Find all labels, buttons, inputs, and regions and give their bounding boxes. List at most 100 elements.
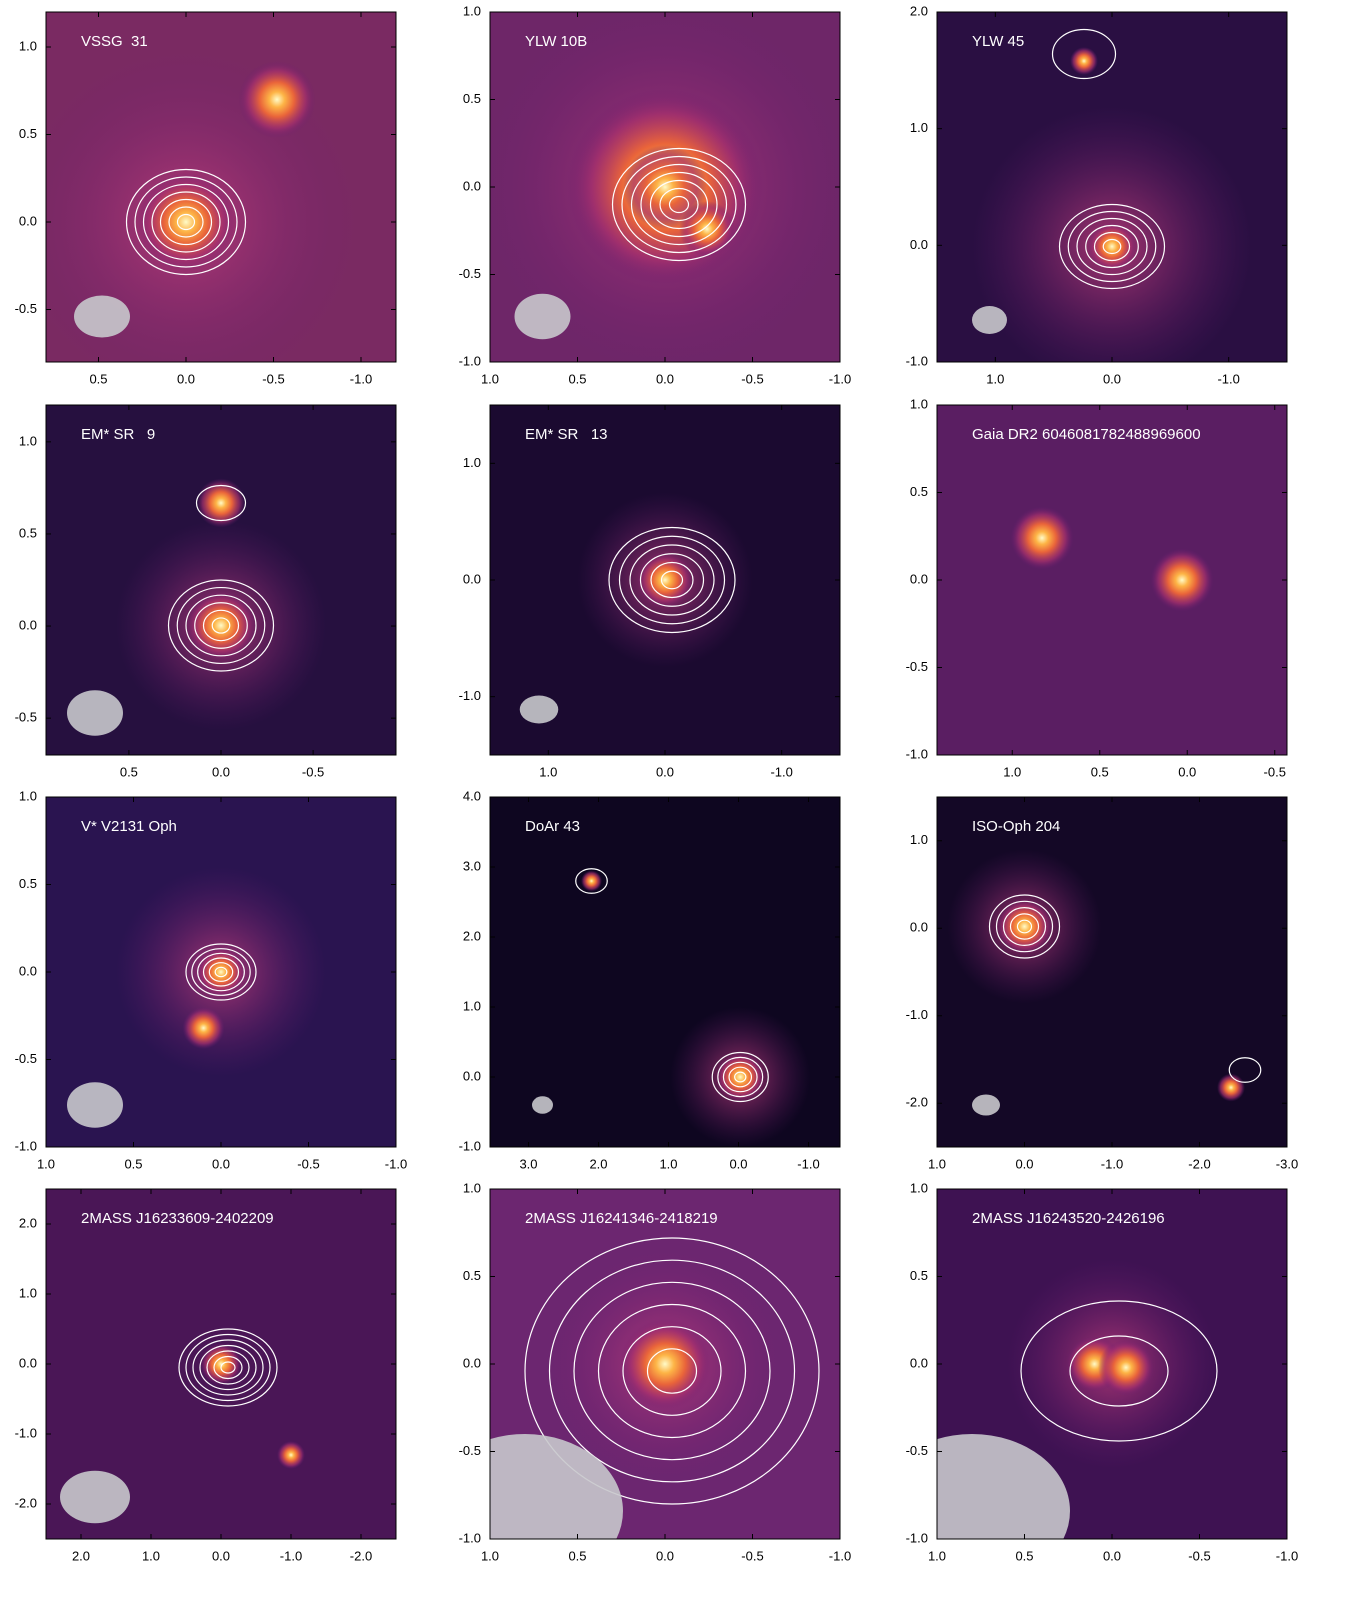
y-tick-label: -1.0	[459, 353, 481, 368]
x-tick-label: 1.0	[1003, 764, 1021, 779]
y-tick-label: 0.0	[19, 213, 37, 228]
source	[196, 947, 246, 997]
source	[996, 898, 1053, 955]
x-tick-label: 2.0	[72, 1548, 90, 1563]
x-tick-label: 0.0	[212, 764, 230, 779]
image	[937, 1189, 1287, 1539]
y-tick-label: -1.0	[459, 1138, 481, 1153]
contour	[524, 1237, 820, 1505]
contour	[597, 1303, 747, 1439]
x-tick-label: 0.0	[656, 764, 674, 779]
x-tick-label: 0.0	[656, 371, 674, 386]
beam	[972, 1094, 1000, 1116]
y-tick-label: 1.0	[463, 3, 481, 18]
contour	[630, 163, 728, 246]
x-tick-label: 1.0	[539, 764, 557, 779]
contour	[168, 206, 204, 238]
image	[937, 405, 1287, 755]
panel-title: 2MASS J16233609-2402209	[81, 1210, 274, 1227]
x-tick-label: 0.5	[120, 764, 138, 779]
x-tick-label: -0.5	[297, 1156, 319, 1171]
panel-title: VSSG 31	[81, 33, 148, 50]
y-tick-label: 1.0	[19, 1285, 37, 1300]
contour	[608, 526, 736, 634]
contour	[575, 868, 608, 894]
x-tick-label: 3.0	[519, 1156, 537, 1171]
x-tick-label: -1.0	[829, 1548, 851, 1563]
source	[1010, 506, 1074, 570]
contour	[125, 168, 247, 276]
source	[581, 870, 602, 892]
panel: V* V2131 Oph 1.0 0.5 0.0 -0.5 -1.0 -1.0 -0.5 0.0…	[15, 788, 408, 1171]
x-tick-label: -2.0	[1188, 1156, 1210, 1171]
contour	[185, 594, 257, 657]
x-tick-label: 1.0	[37, 1156, 55, 1171]
x-tick-label: -1.0	[1217, 371, 1239, 386]
y-tick-label: 0.0	[463, 1068, 481, 1083]
source	[196, 478, 246, 528]
y-tick-label: -0.5	[906, 659, 928, 674]
y-tick-label: 1.0	[463, 455, 481, 470]
source	[186, 590, 256, 661]
contour	[211, 617, 231, 634]
panel-title: 2MASS J16241346-2418219	[525, 1210, 718, 1227]
y-tick-label: 0.5	[463, 91, 481, 106]
contour	[220, 1361, 236, 1374]
source	[200, 1343, 242, 1385]
contour	[1076, 217, 1148, 276]
contour	[208, 962, 234, 982]
contour	[159, 198, 213, 246]
y-tick-label: 0.0	[19, 1355, 37, 1370]
x-tick-label: -0.5	[302, 764, 324, 779]
contour	[191, 948, 251, 996]
y-tick-label: -0.5	[459, 1443, 481, 1458]
contour	[1009, 913, 1040, 940]
x-tick-label: 1.0	[928, 1548, 946, 1563]
contour	[649, 179, 709, 230]
panel-title: YLW 45	[972, 33, 1024, 50]
image	[937, 12, 1287, 362]
contour	[711, 1051, 769, 1103]
y-tick-label: -1.0	[15, 1138, 37, 1153]
contour	[988, 894, 1061, 959]
y-tick-label: 1.0	[910, 832, 928, 847]
x-tick-label: 1.0	[659, 1156, 677, 1171]
beam	[74, 295, 130, 338]
x-tick-label: 0.0	[1103, 371, 1121, 386]
source	[277, 1441, 305, 1469]
contour	[640, 171, 718, 238]
image	[46, 12, 396, 362]
y-tick-label: 0.0	[463, 178, 481, 193]
x-tick-label: 1.0	[928, 1156, 946, 1171]
panel: 2MASS J16233609-2402209 2.0 1.0 0.0 -1.0 -2.0…	[15, 1188, 397, 1563]
x-tick-label: 0.5	[89, 371, 107, 386]
contour	[734, 1071, 747, 1083]
contour	[202, 609, 240, 642]
source	[715, 1052, 765, 1102]
contour	[717, 1056, 764, 1098]
x-tick-label: -1.0	[829, 371, 851, 386]
image-background	[937, 405, 1287, 755]
y-tick-label: -1.0	[906, 353, 928, 368]
y-tick-label: 1.0	[463, 998, 481, 1013]
x-tick-label: 0.5	[1015, 1548, 1033, 1563]
x-tick-label: -3.0	[1276, 1156, 1298, 1171]
y-tick-label: -1.0	[906, 746, 928, 761]
panel: VSSG 31 0.5 0.0 -0.5 -1.0 -0.5 0.0 0.5 1.0	[15, 11, 397, 386]
frame	[489, 796, 841, 1148]
y-tick-label: 0.5	[19, 876, 37, 891]
panel-title: 2MASS J16243520-2426196	[972, 1210, 1165, 1227]
x-tick-label: 0.0	[177, 371, 195, 386]
contour	[611, 147, 747, 262]
contour	[197, 952, 245, 992]
y-tick-label: 0.5	[19, 525, 37, 540]
contour	[622, 1326, 722, 1416]
panel-title: EM* SR 9	[81, 426, 155, 443]
contour	[1067, 210, 1157, 283]
beam	[67, 690, 123, 736]
contour	[660, 570, 684, 590]
y-tick-label: -1.0	[459, 1530, 481, 1545]
contour	[178, 1328, 278, 1407]
contour	[1051, 28, 1117, 80]
source	[1150, 548, 1214, 612]
